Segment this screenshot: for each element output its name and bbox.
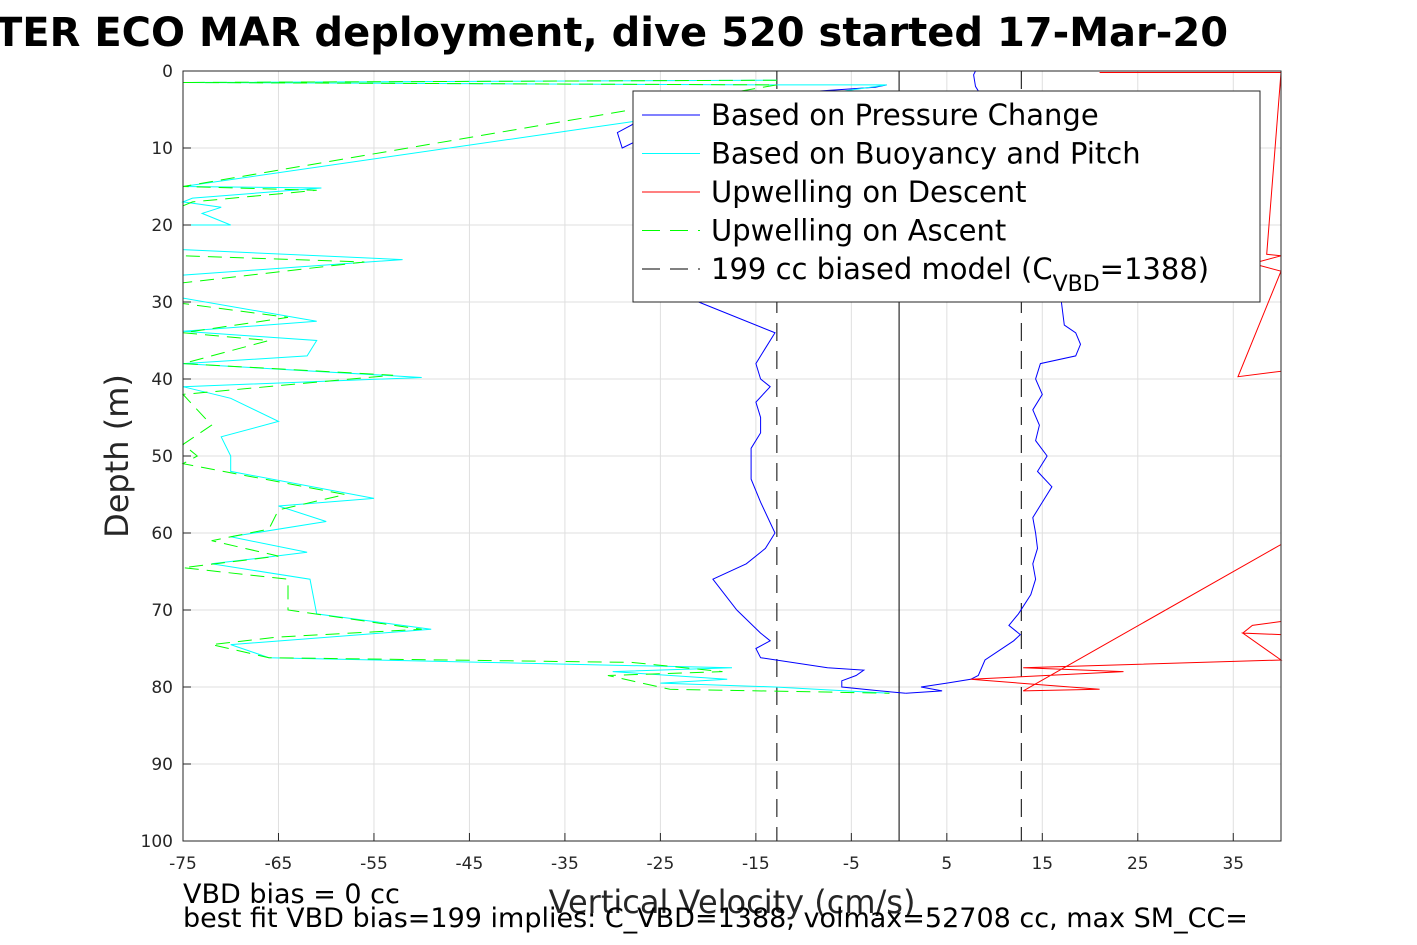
x-ticks: -75 -65 -55 -45 -35 -25 -15 -5 5 15 25 35	[169, 833, 1244, 874]
y-tick-label: 40	[151, 370, 173, 390]
legend-label: Based on Pressure Change	[711, 98, 1099, 132]
x-axis-label: Vertical Velocity (cm/s)	[549, 883, 916, 921]
x-tick-label: -25	[647, 854, 675, 874]
y-tick-label: 90	[151, 755, 173, 775]
best-fit-note: best fit VBD bias=199 implies: C_VBD=138…	[183, 903, 1248, 934]
x-tick-label: 35	[1222, 854, 1244, 874]
x-tick-label: -75	[169, 854, 197, 874]
x-tick-label: 15	[1031, 854, 1053, 874]
y-tick-label: 100	[141, 832, 173, 852]
x-tick-label: -45	[456, 854, 484, 874]
legend-label: Based on Buoyancy and Pitch	[711, 137, 1141, 171]
y-axis-label: Depth (m)	[98, 374, 136, 538]
vbd-bias-note: VBD bias = 0 cc	[183, 879, 400, 910]
y-tick-label: 70	[151, 601, 173, 621]
y-tick-label: 60	[151, 524, 173, 544]
y-tick-label: 30	[151, 293, 173, 313]
legend-box	[632, 90, 1261, 303]
series-line	[181, 79, 890, 694]
x-tick-label: -55	[360, 854, 388, 874]
x-tick-label: -15	[742, 854, 770, 874]
legend-label: Upwelling on Ascent	[711, 214, 1006, 248]
x-tick-label: 5	[941, 854, 952, 874]
y-ticks: 0 10 20 30 40 50 60 70 80 90 100	[141, 62, 191, 852]
y-tick-label: 10	[151, 139, 173, 159]
x-tick-label: -65	[265, 854, 293, 874]
x-tick-label: 25	[1127, 854, 1149, 874]
chart-title: TER ECO MAR deployment, dive 520 started…	[0, 10, 1228, 56]
series-line	[970, 72, 1283, 692]
legend: Based on Pressure Change Based on Buoyanc…	[632, 90, 1261, 303]
y-tick-label: 80	[151, 678, 173, 698]
series-line	[181, 79, 890, 694]
y-tick-label: 50	[151, 447, 173, 467]
y-tick-label: 20	[151, 216, 173, 236]
legend-label: Upwelling on Descent	[711, 175, 1027, 209]
x-tick-label: -5	[843, 854, 860, 874]
x-tick-label: -35	[551, 854, 579, 874]
y-tick-label: 0	[162, 62, 173, 82]
